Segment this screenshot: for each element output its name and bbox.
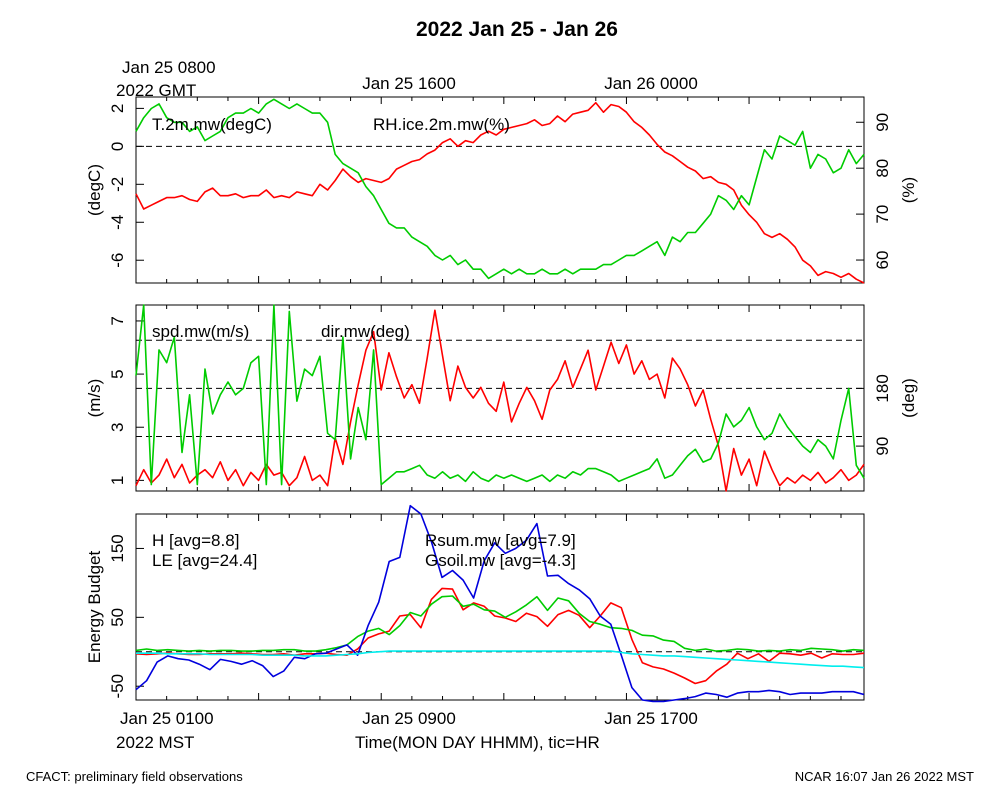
- y-tick-label-left: -2: [108, 177, 127, 192]
- bottom-time-label: Jan 25 1700: [604, 709, 698, 728]
- bottom-time-label: Jan 25 0900: [362, 709, 456, 728]
- legend-spd: spd.mw(m/s): [152, 322, 249, 341]
- top-time-label: Jan 25 1600: [362, 74, 456, 93]
- panel-frame: [135, 304, 865, 492]
- y-axis-label-left: Energy Budget: [85, 550, 104, 663]
- series-line: [135, 98, 865, 280]
- top-time-label: Jan 26 0000: [604, 74, 698, 93]
- series-line: [135, 504, 865, 703]
- legend-le: LE [avg=24.4]: [152, 551, 257, 570]
- y-tick-label-left: -50: [108, 674, 127, 699]
- y-axis-label-left: (degC): [85, 164, 104, 216]
- y-tick-label-left: 7: [108, 316, 127, 325]
- y-tick-label-right: 90: [873, 437, 892, 456]
- y-tick-label-right: 60: [873, 251, 892, 270]
- legend-t2m: T.2m.mw(degC): [152, 115, 272, 134]
- footer-left: CFACT: preliminary field observations: [26, 769, 243, 784]
- y-tick-label-left: -6: [108, 253, 127, 268]
- y-tick-label-right: 90: [873, 113, 892, 132]
- bottom-first-time-label-line2: 2022 MST: [116, 733, 194, 752]
- series-line: [135, 309, 865, 492]
- panels-group: 2 0 -2 -4 -6 90 80 70 60 (degC) (%) 7 5 3 1 180 90 (m/s) (…: [85, 96, 918, 703]
- y-tick-label-left: 5: [108, 369, 127, 378]
- y-tick-label-right: 70: [873, 205, 892, 224]
- series-line: [135, 595, 865, 652]
- series-line: [135, 304, 865, 486]
- panel-frame: [135, 96, 865, 284]
- y-tick-label-left: 3: [108, 422, 127, 431]
- legend-dir: dir.mw(deg): [321, 322, 410, 341]
- series-line: [135, 587, 865, 685]
- legend-rsum: Rsum.mw [avg=7.9]: [425, 531, 576, 550]
- legend-gsoil: Gsoil.mw [avg=-4.3]: [425, 551, 576, 570]
- y-tick-label-right: 80: [873, 159, 892, 178]
- y-tick-label-left: 1: [108, 476, 127, 485]
- y-tick-label-right: 180: [873, 374, 892, 402]
- y-tick-label-left: -4: [108, 215, 127, 230]
- top-first-time-label-line1: Jan 25 0800: [122, 58, 216, 77]
- footer-right: NCAR 16:07 Jan 26 2022 MST: [795, 769, 974, 784]
- bottom-first-time-label-line1: Jan 25 0100: [120, 709, 214, 728]
- legend-h: H [avg=8.8]: [152, 531, 239, 550]
- series-line: [136, 650, 865, 669]
- y-axis-label-right: (%): [899, 177, 918, 203]
- chart-title: 2022 Jan 25 - Jan 26: [416, 18, 618, 41]
- y-tick-label-left: 2: [108, 104, 127, 113]
- series-line: [135, 101, 865, 284]
- y-tick-label-left: 150: [108, 534, 127, 562]
- y-axis-label-left: (m/s): [85, 379, 104, 418]
- x-axis-label: Time(MON DAY HHMM), tic=HR: [355, 733, 600, 752]
- panel-frame: [135, 513, 865, 701]
- y-tick-label-left: 50: [108, 608, 127, 627]
- top-first-time-label-line2: 2022 GMT: [116, 81, 196, 100]
- legend-rh: RH.ice.2m.mw(%): [373, 115, 510, 134]
- y-axis-label-right: (deg): [899, 378, 918, 418]
- y-tick-label-left: 0: [108, 142, 127, 151]
